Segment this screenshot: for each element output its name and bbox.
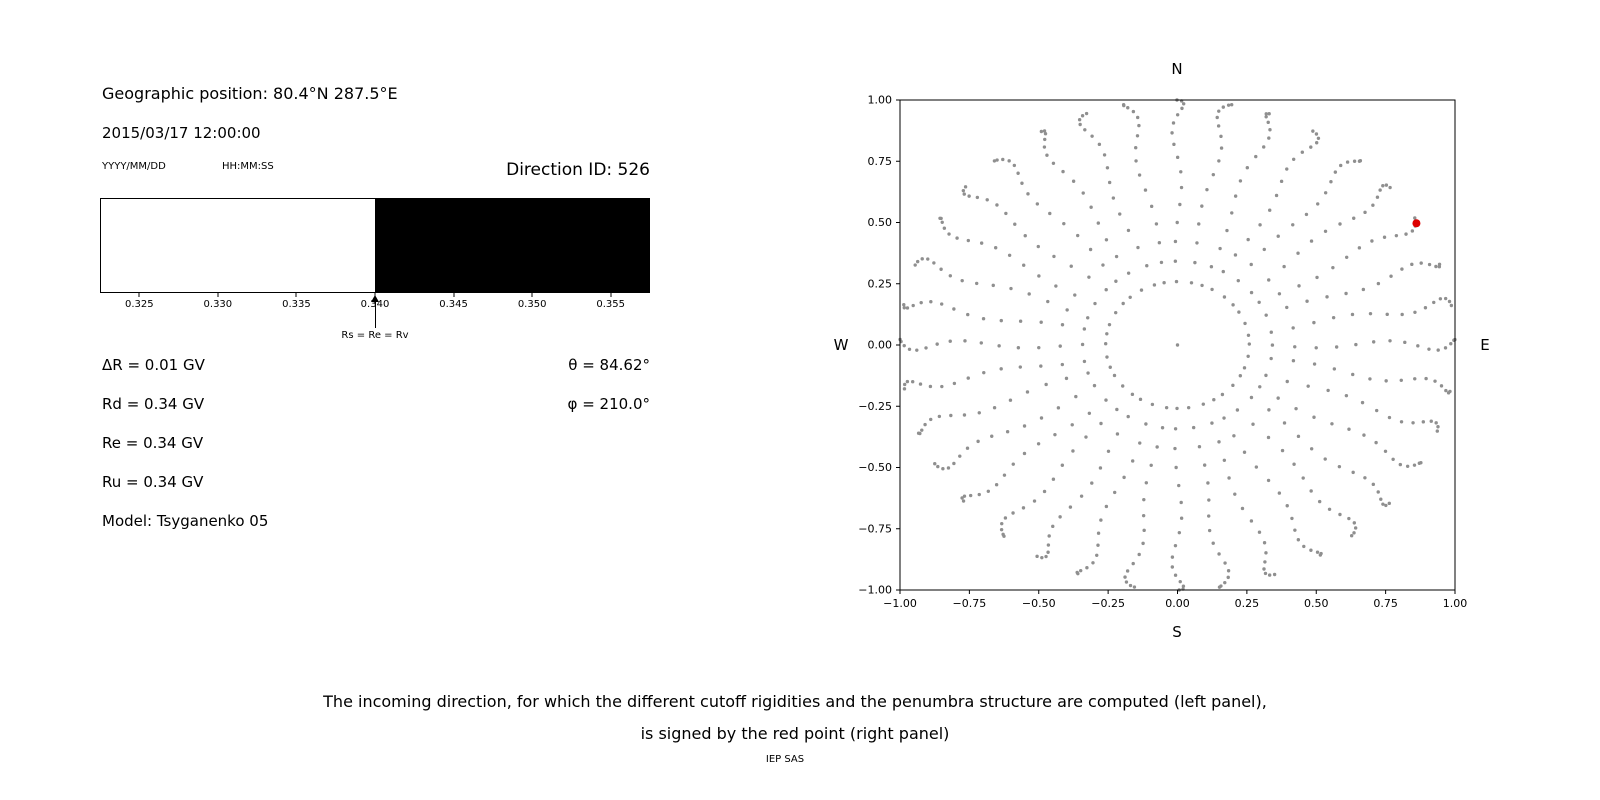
delta-r-value: ΔR = 0.01 GV (102, 356, 205, 374)
penumbra-tick-label: 0.330 (203, 299, 233, 310)
svg-text:−1.00: −1.00 (858, 584, 892, 597)
svg-text:0.50: 0.50 (1304, 597, 1329, 610)
cutoff-arrow (371, 295, 379, 328)
time-format-hint: HH:MM:SS (222, 161, 274, 172)
svg-text:−0.50: −0.50 (858, 461, 892, 474)
svg-text:0.75: 0.75 (1373, 597, 1398, 610)
svg-text:0.50: 0.50 (868, 216, 893, 229)
datetime-value: 2015/03/17 12:00:00 (102, 124, 261, 142)
svg-text:0.25: 0.25 (1235, 597, 1260, 610)
west-label: W (833, 336, 849, 354)
re-value: Re = 0.34 GV (102, 434, 204, 452)
svg-text:−0.75: −0.75 (858, 522, 892, 535)
penumbra-tick-label: 0.335 (282, 299, 311, 310)
arrow-head-icon (371, 295, 379, 302)
north-label: N (1171, 60, 1183, 78)
figure-caption: The incoming direction, for which the di… (0, 686, 1590, 750)
svg-text:1.00: 1.00 (868, 94, 893, 107)
penumbra-tick-label: 0.325 (124, 299, 154, 310)
penumbra-tick (453, 293, 455, 297)
rd-value: Rd = 0.34 GV (102, 395, 205, 413)
penumbra-tick-label: 0.355 (596, 299, 626, 310)
direction-id-label: Direction ID: 526 (506, 160, 650, 180)
penumbra-segment (101, 199, 375, 292)
model-label: Model: Tsyganenko 05 (102, 512, 269, 530)
svg-text:0.00: 0.00 (868, 339, 893, 352)
penumbra-band (100, 198, 650, 293)
penumbra-segment (375, 199, 649, 292)
svg-text:−0.75: −0.75 (953, 597, 987, 610)
date-format-hint: YYYY/MM/DD (102, 161, 166, 172)
svg-text:−0.50: −0.50 (1022, 597, 1056, 610)
penumbra-tick (217, 293, 219, 297)
penumbra-tick-label: 0.345 (439, 299, 468, 310)
cutoff-arrow-label: Rs = Re = Rv (341, 330, 409, 341)
svg-text:−1.00: −1.00 (883, 597, 917, 610)
penumbra-tick (531, 293, 533, 297)
direction-map-chart: N S W E −1.00 −0.75 −0.50 −0.25 0.00 0.25 0.50… (830, 60, 1510, 680)
svg-text:1.00: 1.00 (1443, 597, 1468, 610)
svg-text:0.25: 0.25 (868, 277, 893, 290)
caption-line-2: is signed by the red point (right panel) (640, 724, 950, 743)
geographic-position: Geographic position: 80.4°N 287.5°E (102, 84, 398, 103)
selected-direction-point (1412, 219, 1421, 228)
theta-value: θ = 84.62° (568, 356, 650, 374)
direction-map-svg: −1.00 −0.75 −0.50 −0.25 0.00 0.25 0.50 0.75 1.00… (858, 94, 1468, 611)
svg-text:−0.25: −0.25 (1091, 597, 1125, 610)
penumbra-tick (138, 293, 140, 297)
caption-line-1: The incoming direction, for which the di… (323, 692, 1267, 711)
svg-text:0.00: 0.00 (1165, 597, 1190, 610)
ru-value: Ru = 0.34 GV (102, 473, 204, 491)
east-label: E (1480, 336, 1490, 354)
svg-text:0.75: 0.75 (868, 155, 893, 168)
phi-value: φ = 210.0° (567, 395, 650, 413)
south-label: S (1172, 623, 1182, 641)
penumbra-tick-label: 0.350 (517, 299, 547, 310)
arrow-line (374, 302, 376, 328)
credit-label: IEP SAS (765, 754, 805, 765)
penumbra-tick (610, 293, 612, 297)
svg-text:−0.25: −0.25 (858, 400, 892, 413)
penumbra-tick (295, 293, 297, 297)
